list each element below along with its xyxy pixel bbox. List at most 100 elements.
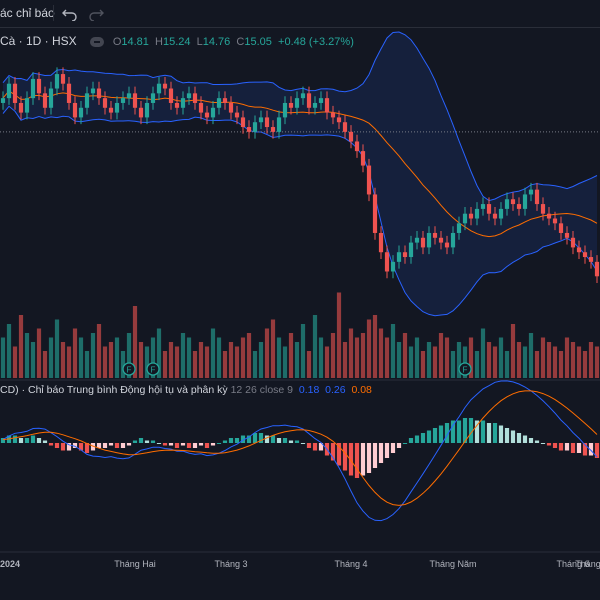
macd-histogram-bar — [552, 443, 558, 448]
candle-body — [18, 102, 24, 113]
macd-histogram-bar — [534, 440, 540, 443]
candle-body — [78, 107, 84, 118]
volume-bar — [396, 342, 402, 378]
volume-bar — [402, 333, 408, 378]
candle-body — [216, 98, 222, 108]
macd-title[interactable]: CD) · Chỉ báo Trung bình Động hội tụ và … — [0, 384, 228, 396]
candle-body — [264, 117, 270, 128]
volume-bar — [180, 333, 186, 378]
volume-bar — [408, 346, 414, 378]
volume-bar — [522, 346, 528, 378]
volume-bar — [294, 342, 300, 378]
volume-bar — [594, 346, 600, 378]
volume-bar — [510, 324, 516, 378]
event-label: F — [151, 366, 156, 375]
volume-bar — [36, 328, 42, 378]
bollinger-lower — [2, 105, 598, 317]
candle-body — [432, 232, 438, 238]
volume-bar — [138, 342, 144, 378]
time-axis-label: 2024 — [0, 559, 20, 569]
redo-icon[interactable] — [87, 5, 105, 21]
volume-bar — [342, 342, 348, 378]
candle-body — [486, 204, 492, 214]
macd-histogram-bar — [414, 435, 420, 443]
candle-body — [96, 88, 102, 99]
volume-bar — [546, 342, 552, 378]
macd-histogram-bar — [390, 443, 396, 453]
bollinger-basis — [2, 90, 598, 238]
symbol-label[interactable]: Cà · 1D · HSX — [0, 34, 77, 48]
volume-bar — [300, 324, 306, 378]
candle-body — [540, 204, 546, 214]
volume-bar — [576, 346, 582, 378]
candle-body — [324, 98, 330, 113]
macd-histogram-bar — [108, 443, 114, 446]
volume-bar — [90, 333, 96, 378]
candle-body — [504, 199, 510, 209]
candle-body — [318, 98, 324, 103]
histogram-value: 0.08 — [351, 384, 372, 396]
candle-body — [42, 93, 48, 108]
volume-bar — [444, 337, 450, 378]
volume-bar — [438, 333, 444, 378]
macd-histogram-bar — [384, 443, 390, 458]
open-value: 14.81 — [121, 36, 149, 48]
macd-histogram-bar — [522, 435, 528, 443]
candle-body — [102, 98, 108, 108]
volume-bar — [126, 333, 132, 378]
time-axis-label: Tháng — [575, 559, 600, 569]
candle-body — [378, 232, 384, 253]
macd-histogram-bar — [312, 443, 318, 451]
time-axis-label: Tháng 3 — [214, 559, 247, 569]
macd-histogram-bar — [570, 443, 576, 453]
undo-icon[interactable] — [61, 5, 79, 21]
volume-bar — [60, 342, 66, 378]
volume-bar — [234, 346, 240, 378]
candle-body — [234, 112, 240, 118]
close-value: 15.05 — [244, 36, 272, 48]
candle-body — [456, 223, 462, 233]
candle-body — [522, 194, 528, 209]
macd-histogram-bar — [282, 438, 288, 443]
volume-bar — [78, 337, 84, 378]
volume-bar — [306, 351, 312, 378]
volume-bar — [228, 342, 234, 378]
candle-body — [66, 83, 72, 103]
macd-histogram-bar — [360, 443, 366, 476]
macd-histogram-bar — [72, 443, 78, 448]
indicators-button[interactable]: ác chỉ báo — [0, 6, 55, 20]
volume-bar — [450, 351, 456, 378]
volume-bar — [276, 337, 282, 378]
volume-bar — [150, 337, 156, 378]
volume-bar — [552, 346, 558, 378]
candle-body — [558, 223, 564, 233]
volume-bar — [318, 337, 324, 378]
macd-histogram-bar — [198, 443, 204, 446]
candle-body — [6, 83, 12, 99]
volume-bar — [270, 319, 276, 378]
macd-histogram-bar — [276, 438, 282, 443]
candle-body — [354, 141, 360, 152]
candle-body — [396, 252, 402, 262]
volume-bar — [498, 337, 504, 378]
visibility-icon[interactable] — [89, 37, 104, 48]
volume-bar — [360, 333, 366, 378]
macd-histogram-bar — [450, 420, 456, 443]
macd-histogram-bar — [510, 430, 516, 443]
volume-bar — [246, 333, 252, 378]
macd-histogram-bar — [54, 443, 60, 448]
candle-body — [510, 199, 516, 205]
macd-histogram-bar — [402, 443, 408, 444]
volume-bar — [18, 315, 24, 378]
macd-histogram-bar — [24, 438, 30, 443]
candle-body — [24, 98, 30, 113]
volume-bar — [558, 351, 564, 378]
candle-body — [588, 257, 594, 262]
volume-bar — [372, 315, 378, 378]
volume-bar — [378, 328, 384, 378]
volume-bar — [462, 346, 468, 378]
volume-bar — [480, 328, 486, 378]
candle-body — [228, 102, 234, 113]
candle-body — [240, 117, 246, 128]
